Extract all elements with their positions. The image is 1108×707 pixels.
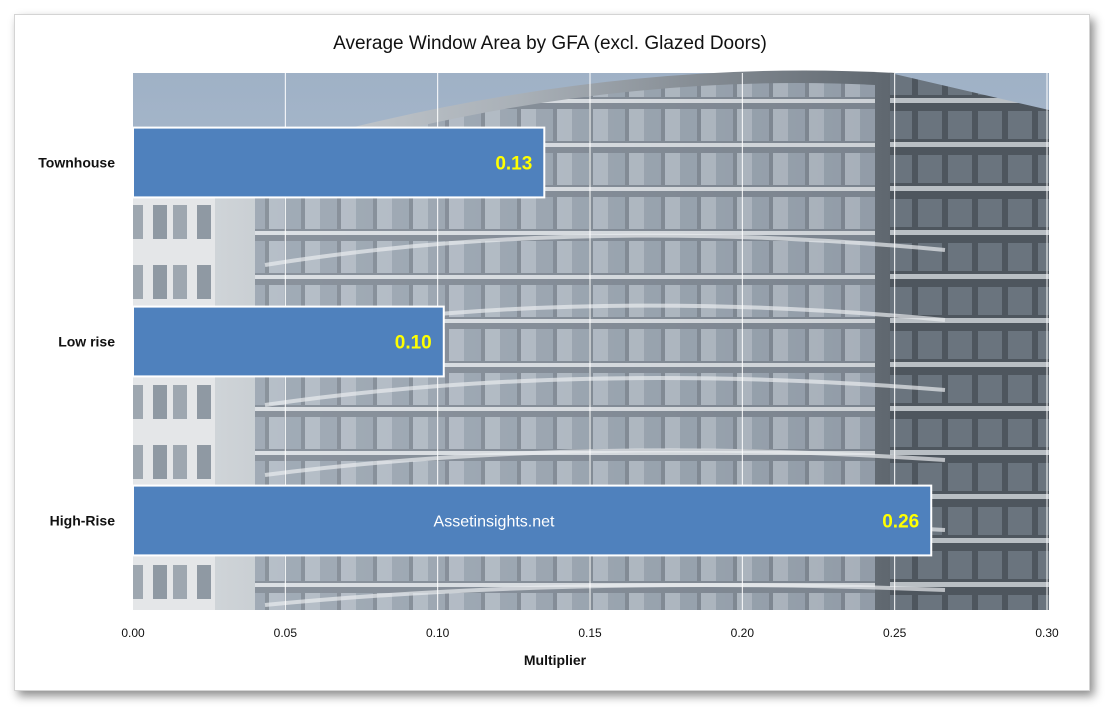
x-tick-label: 0.30 bbox=[1035, 626, 1059, 640]
x-tick-label: 0.25 bbox=[883, 626, 907, 640]
main-tower-windows bbox=[255, 83, 875, 611]
x-tick-label: 0.20 bbox=[731, 626, 755, 640]
chart-svg: 0.13 0.10 0.26 Assetinsights.net Average W… bbox=[38, 33, 1059, 668]
bar-low-rise bbox=[132, 305, 445, 378]
bar-townhouse bbox=[132, 126, 546, 199]
plot-area: 0.13 0.10 0.26 Assetinsights.net bbox=[132, 70, 1049, 611]
data-label: 0.13 bbox=[495, 154, 532, 175]
data-label: 0.26 bbox=[882, 512, 919, 533]
watermark-text: Assetinsights.net bbox=[434, 514, 556, 531]
chart-title: Average Window Area by GFA (excl. Glazed… bbox=[333, 33, 767, 54]
chart-card: 0.13 0.10 0.26 Assetinsights.net Average W… bbox=[14, 14, 1090, 691]
bars bbox=[132, 126, 933, 557]
x-tick-label: 0.00 bbox=[121, 626, 145, 640]
category-labels: Townhouse Low rise High-Rise bbox=[38, 155, 115, 529]
x-tick-label: 0.05 bbox=[274, 626, 298, 640]
category-label: Townhouse bbox=[38, 155, 115, 171]
right-tower bbox=[890, 73, 1049, 610]
category-label: High-Rise bbox=[50, 513, 116, 529]
x-tick-label: 0.10 bbox=[426, 626, 450, 640]
x-axis-title: Multiplier bbox=[524, 652, 587, 668]
category-label: Low rise bbox=[58, 334, 115, 350]
data-label: 0.10 bbox=[395, 333, 432, 354]
x-tick-label: 0.15 bbox=[578, 626, 602, 640]
x-tick-labels: 0.00 0.05 0.10 0.15 0.20 0.25 0.30 bbox=[121, 626, 1059, 640]
data-labels: 0.13 0.10 0.26 bbox=[395, 154, 919, 533]
bar-high-rise bbox=[132, 484, 933, 557]
